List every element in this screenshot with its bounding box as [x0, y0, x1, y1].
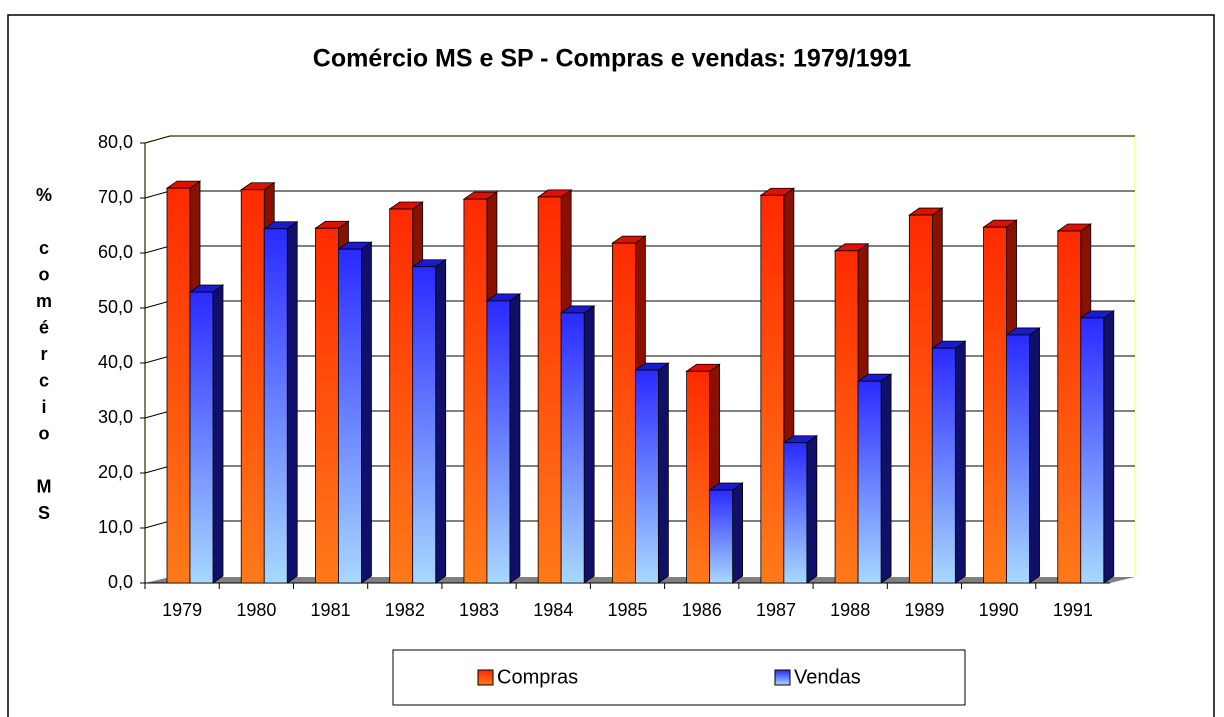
bar [782, 434, 819, 584]
bar-front [983, 226, 1007, 584]
legend-label: Vendas [794, 666, 861, 688]
bar-front [709, 489, 734, 584]
x-tick-label: 1979 [162, 600, 202, 620]
bar-front [857, 380, 882, 584]
bar-front [240, 189, 265, 584]
bar-front [783, 442, 808, 584]
x-tick-label: 1981 [311, 600, 351, 620]
y-tick-label: 20,0 [98, 462, 133, 482]
bar-front [315, 227, 339, 584]
bar-front [166, 187, 191, 584]
bar-front [486, 300, 511, 584]
bar-front [263, 228, 288, 584]
bar-side [509, 293, 521, 584]
y-tick-label: 50,0 [98, 297, 133, 317]
x-tick-label: 1991 [1053, 600, 1093, 620]
bar-front [189, 291, 214, 584]
bar [485, 293, 522, 584]
bar-front [1080, 317, 1105, 584]
bar-side [806, 434, 818, 584]
bar-side [212, 284, 224, 584]
bar [1005, 327, 1041, 584]
bar-side [954, 340, 966, 584]
bar [188, 284, 225, 584]
x-tick-label: 1984 [533, 600, 573, 620]
bar-side [286, 221, 298, 584]
bar-front [389, 208, 414, 584]
bar-side [657, 362, 669, 584]
bar-front [1057, 230, 1082, 584]
bar [1079, 310, 1116, 584]
bar-side [583, 305, 595, 584]
bar-front [463, 198, 488, 584]
bar-front [834, 250, 859, 584]
x-tick-label: 1988 [830, 600, 870, 620]
bar [411, 258, 447, 584]
x-tick-label: 1989 [904, 600, 944, 620]
x-tick-label: 1983 [459, 600, 499, 620]
bar-side [1029, 327, 1040, 584]
bar-front [560, 312, 585, 584]
grid-line [144, 135, 1135, 144]
bar-side [880, 373, 892, 584]
bar [708, 482, 744, 584]
x-tick-label: 1986 [682, 600, 722, 620]
legend-label: Compras [497, 666, 578, 688]
bar-front [338, 248, 362, 584]
bar-front [760, 194, 785, 584]
y-tick-label: 10,0 [98, 517, 133, 537]
bar-front [537, 196, 562, 584]
x-tick-label: 1982 [385, 600, 425, 620]
y-tick-label: 40,0 [98, 352, 133, 372]
bar-front [908, 214, 933, 584]
bar [856, 373, 893, 584]
x-tick-label: 1980 [236, 600, 276, 620]
bar-side [435, 258, 447, 584]
y-tick-label: 80,0 [98, 132, 133, 152]
bar [559, 305, 596, 584]
y-tick-label: 30,0 [98, 407, 133, 427]
x-tick-label: 1990 [979, 600, 1019, 620]
bar-side [1103, 310, 1115, 584]
chart-title: Comércio MS e SP - Compras e vendas: 197… [313, 45, 912, 73]
bar-front [686, 370, 711, 584]
y-tick-label: 70,0 [98, 187, 133, 207]
bar [337, 241, 373, 584]
bar-front [931, 347, 956, 584]
bar-side [732, 482, 744, 584]
x-tick-label: 1987 [756, 600, 796, 620]
bar [262, 221, 299, 584]
bar [634, 362, 670, 584]
y-tick-label: 0,0 [108, 572, 133, 592]
bar-front [1006, 334, 1030, 584]
bar-front [412, 266, 437, 584]
bar-front [634, 369, 659, 584]
y-tick-label: 60,0 [98, 242, 133, 262]
legend-swatch [774, 669, 791, 686]
legend-swatch [477, 669, 494, 686]
x-tick-label: 1985 [607, 600, 647, 620]
bar-side [361, 241, 372, 584]
bar [931, 340, 967, 584]
bar-front [611, 242, 636, 584]
